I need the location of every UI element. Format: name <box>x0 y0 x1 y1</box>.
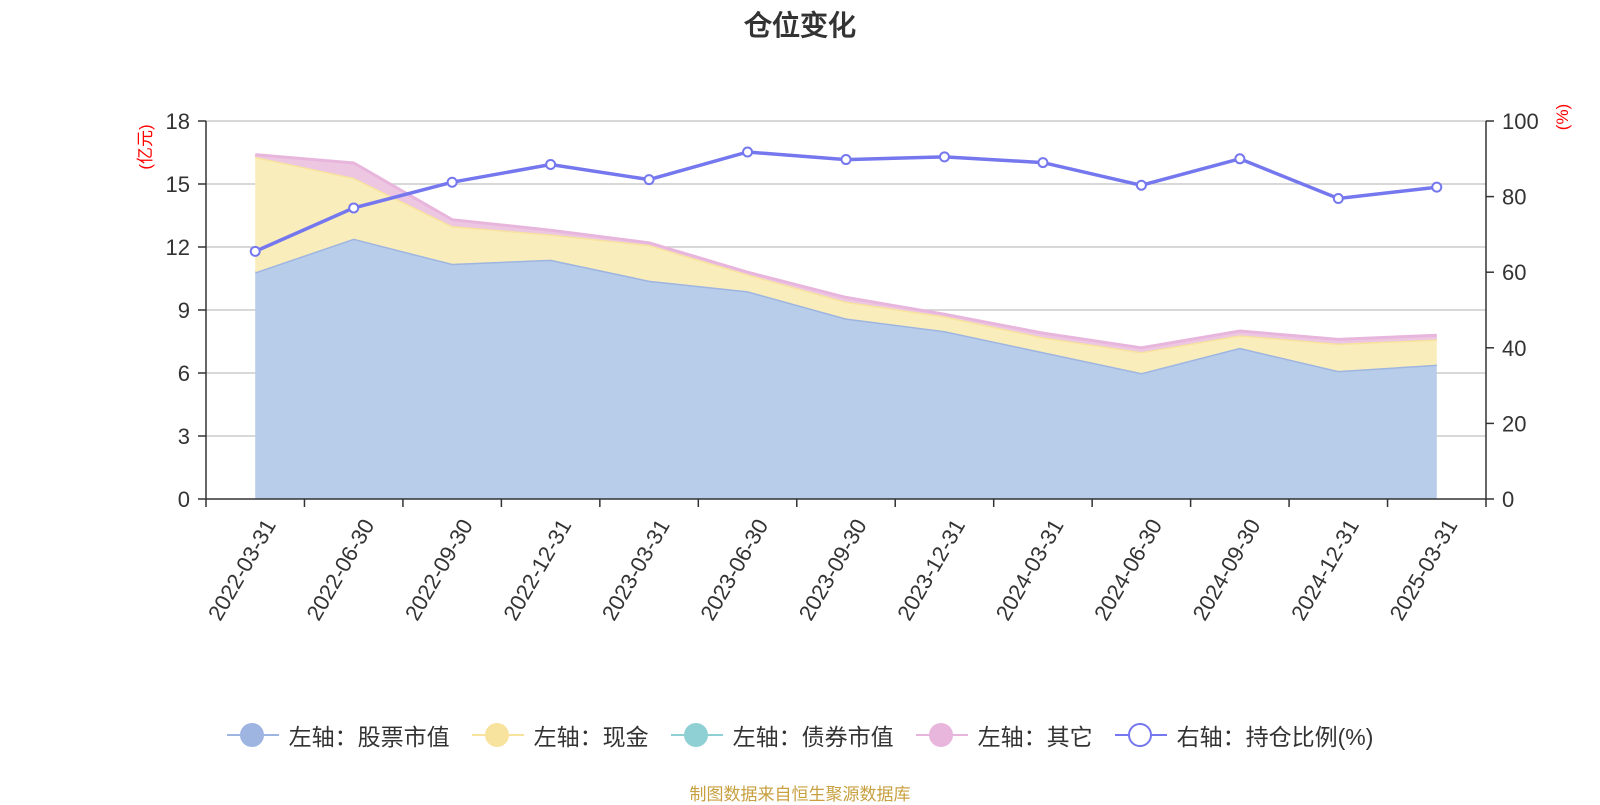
left-tick-label: 0 <box>178 487 190 512</box>
legend-swatch-icon <box>915 720 968 750</box>
legend-label: 左轴：债券市值 <box>732 724 894 750</box>
ratio-point <box>348 202 360 214</box>
legend-swatch-icon <box>1114 720 1167 750</box>
ratio-line <box>249 146 1443 257</box>
legend-item[interactable]: 左轴：其它 <box>915 718 1093 752</box>
legend-label: 左轴：股票市值 <box>288 724 450 750</box>
left-tick-label: 9 <box>178 298 190 323</box>
left-tick-label: 15 <box>166 172 190 197</box>
x-tick-label: 2024-03-31 <box>991 515 1069 625</box>
x-tick-label: 2023-09-30 <box>794 515 872 625</box>
right-tick-label: 100 <box>1502 109 1539 134</box>
chart-title: 仓位变化 <box>743 10 856 41</box>
legend-swatch-icon <box>471 720 524 750</box>
ratio-point <box>1037 157 1049 169</box>
x-tick-label: 2024-06-30 <box>1089 515 1167 625</box>
legend-label: 左轴：其它 <box>977 724 1093 750</box>
ratio-point <box>446 176 458 188</box>
x-tick-label: 2023-06-30 <box>695 515 773 625</box>
legend-swatch-icon <box>670 720 723 750</box>
x-tick-label: 2025-03-31 <box>1385 515 1463 625</box>
area-左轴：股票市值 <box>255 238 1437 499</box>
right-tick-label: 0 <box>1502 487 1514 512</box>
x-tick-label: 2023-03-31 <box>597 515 675 625</box>
ratio-point <box>1135 179 1147 191</box>
legend-label: 右轴：持仓比例(%) <box>1176 724 1374 750</box>
chart-plot: 0 3 6 9 12 15 18 0 20 40 60 80 100 2022-03-31 2022-06-… <box>136 104 1572 625</box>
legend-item[interactable]: 左轴：现金 <box>471 718 649 752</box>
x-tick-label: 2024-12-31 <box>1286 515 1364 625</box>
left-tick-label: 3 <box>178 424 190 449</box>
ratio-point <box>1332 192 1344 204</box>
legend-item[interactable]: 左轴：股票市值 <box>226 718 450 752</box>
ratio-point <box>1234 153 1246 165</box>
x-tick-label: 2022-09-30 <box>400 515 478 625</box>
legend-label: 左轴：现金 <box>533 724 649 750</box>
ratio-point <box>249 245 261 257</box>
area-左轴：现金 <box>255 156 1437 373</box>
legend-item[interactable]: 右轴：持仓比例(%) <box>1114 718 1374 752</box>
ratio-point <box>1431 181 1443 193</box>
ratio-point <box>840 154 852 166</box>
axes <box>198 120 1494 507</box>
right-axis-unit: (%) <box>1553 104 1572 130</box>
left-tick-label: 12 <box>166 235 190 260</box>
ratio-point <box>742 146 754 158</box>
x-tick-label: 2022-06-30 <box>301 515 379 625</box>
right-tick-label: 80 <box>1502 185 1526 210</box>
ratio-point <box>643 174 655 186</box>
ratio-point <box>938 151 950 163</box>
left-tick-label: 6 <box>178 361 190 386</box>
legend-swatch-icon <box>226 720 279 750</box>
source-note: 制图数据来自恒生聚源数据库 <box>689 785 911 804</box>
left-tick-label: 18 <box>166 109 190 134</box>
x-tick-label: 2022-03-31 <box>203 515 281 625</box>
stacked-areas <box>254 153 1437 499</box>
x-tick-label: 2024-09-30 <box>1188 515 1266 625</box>
x-tick-label: 2022-12-31 <box>498 515 576 625</box>
right-tick-label: 60 <box>1502 260 1526 285</box>
legend: 左轴：股票市值 左轴：现金 左轴：债券市值 左轴：其它 右轴：持仓比例(%) <box>0 718 1600 752</box>
ratio-point <box>545 158 557 170</box>
right-tick-label: 20 <box>1502 411 1526 436</box>
legend-item[interactable]: 左轴：债券市值 <box>670 718 894 752</box>
left-axis-unit: (亿元) <box>136 124 155 169</box>
x-tick-label: 2023-12-31 <box>892 515 970 625</box>
area-edge-左轴：其它 <box>255 153 1437 350</box>
right-tick-label: 40 <box>1502 336 1526 361</box>
